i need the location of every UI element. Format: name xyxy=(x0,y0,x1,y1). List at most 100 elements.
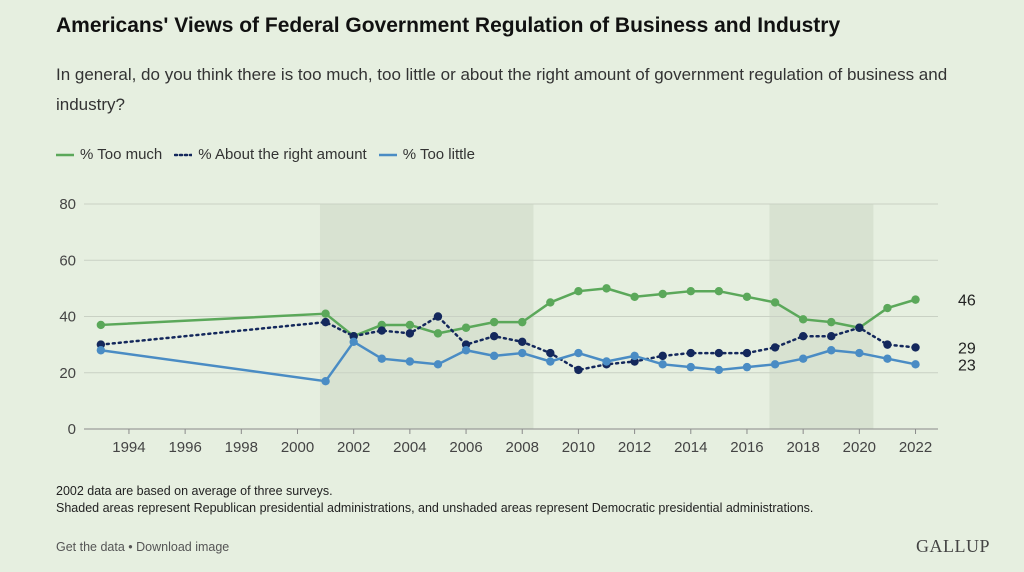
data-point-too-much-2016 xyxy=(742,292,752,302)
x-tick-label-2010: 2010 xyxy=(562,439,595,456)
data-point-too-little-1993 xyxy=(96,346,106,355)
data-point-about-the-right-amount-2005 xyxy=(433,312,443,321)
data-point-about-the-right-amount-2022 xyxy=(911,343,920,352)
data-point-too-little-2009 xyxy=(546,357,555,366)
data-point-about-the-right-amount-2015 xyxy=(714,348,724,358)
legend-item-too-much[interactable]: % Too much xyxy=(56,146,162,163)
data-point-too-little-2017 xyxy=(770,360,780,369)
download-image-link[interactable]: Download image xyxy=(136,540,230,554)
note-2002-data: 2002 data are based on average of three … xyxy=(56,484,333,498)
data-point-too-much-2001 xyxy=(321,309,330,318)
data-point-about-the-right-amount-2020 xyxy=(855,323,864,332)
chart-footer: Get the data • Download image xyxy=(56,540,229,554)
legend-swatch-about-right xyxy=(174,153,193,156)
x-tick-label-2014: 2014 xyxy=(674,439,707,456)
x-tick-label-2020: 2020 xyxy=(843,439,876,456)
data-point-too-little-2012 xyxy=(630,351,639,361)
data-point-too-little-2020 xyxy=(855,348,864,358)
data-point-about-the-right-amount-2001 xyxy=(321,317,330,327)
data-point-too-much-2008 xyxy=(518,317,527,327)
data-point-about-the-right-amount-2017 xyxy=(770,343,780,352)
data-point-about-the-right-amount-2014 xyxy=(686,348,695,358)
data-point-too-little-2022 xyxy=(911,360,920,369)
data-point-too-much-2017 xyxy=(770,298,780,307)
data-point-too-much-2015 xyxy=(714,286,724,296)
data-point-about-the-right-amount-2007 xyxy=(489,331,499,341)
y-tick-label-40: 40 xyxy=(59,309,76,326)
data-point-too-little-2013 xyxy=(658,360,667,369)
data-point-too-little-2010 xyxy=(574,348,583,358)
y-tick-label-0: 0 xyxy=(68,421,76,438)
data-point-too-little-2015 xyxy=(714,365,724,375)
data-point-too-little-2004 xyxy=(405,357,415,366)
data-point-too-little-2021 xyxy=(883,354,892,363)
footer-separator: • xyxy=(124,540,137,554)
chart-subtitle: In general, do you think there is too mu… xyxy=(56,65,948,114)
data-point-about-the-right-amount-2004 xyxy=(405,329,415,338)
data-point-too-little-2005 xyxy=(433,360,443,369)
x-tick-label-1998: 1998 xyxy=(225,439,258,456)
y-tick-label-20: 20 xyxy=(59,365,76,382)
data-point-too-much-2018 xyxy=(798,315,808,324)
x-tick-label-2018: 2018 xyxy=(786,439,819,456)
legend-label-too-much: % Too much xyxy=(80,146,163,163)
data-point-too-much-2011 xyxy=(602,284,611,293)
x-tick-label-2000: 2000 xyxy=(281,439,314,456)
x-tick-label-2006: 2006 xyxy=(449,439,482,456)
y-tick-label-60: 60 xyxy=(59,252,76,269)
data-point-too-much-2005 xyxy=(433,329,443,338)
end-label-too-little: 23 xyxy=(958,357,976,374)
data-point-too-much-2010 xyxy=(574,286,583,296)
legend-swatch-too-much xyxy=(56,153,74,156)
line-chart: 0 20 40 60 80 1994 1996 1998 2000 2002 2004 2006 200… xyxy=(59,196,976,456)
data-point-about-the-right-amount-2021 xyxy=(883,340,892,349)
data-point-too-much-2007 xyxy=(489,317,499,327)
data-point-too-much-1993 xyxy=(96,320,106,330)
data-point-too-much-2013 xyxy=(658,289,667,299)
data-point-too-little-2019 xyxy=(827,346,836,355)
chart-title: Americans' Views of Federal Government R… xyxy=(56,14,841,37)
data-point-too-little-2018 xyxy=(798,354,808,363)
note-shaded-areas: Shaded areas represent Republican presid… xyxy=(56,501,814,515)
get-data-link[interactable]: Get the data xyxy=(56,540,125,554)
chart-legend: % Too much % About the right amount % To… xyxy=(56,146,487,163)
chart-notes: 2002 data are based on average of three … xyxy=(56,483,813,517)
x-tick-label-2022: 2022 xyxy=(899,439,932,456)
data-point-too-much-2019 xyxy=(827,317,836,327)
data-point-about-the-right-amount-2019 xyxy=(827,331,836,341)
legend-label-about-right: % About the right amount xyxy=(198,146,367,163)
x-tick-label-1994: 1994 xyxy=(112,439,145,456)
data-point-too-little-2003 xyxy=(377,354,386,363)
data-point-too-much-2009 xyxy=(546,298,555,307)
data-point-too-much-2004 xyxy=(405,320,415,330)
legend-label-too-little: % Too little xyxy=(402,146,475,163)
x-tick-label-1996: 1996 xyxy=(168,439,201,456)
data-point-about-the-right-amount-2013 xyxy=(658,351,667,361)
data-point-about-the-right-amount-2009 xyxy=(546,348,555,358)
data-point-too-little-2001 xyxy=(321,376,330,386)
end-label-too-much: 46 xyxy=(958,293,976,310)
data-point-too-little-2014 xyxy=(686,362,695,372)
end-label-about-the-right-amount: 29 xyxy=(958,340,976,357)
x-tick-label-2002: 2002 xyxy=(337,439,370,456)
data-point-too-much-2022 xyxy=(911,295,920,304)
x-tick-label-2008: 2008 xyxy=(506,439,539,456)
data-point-too-much-2012 xyxy=(630,292,639,302)
legend-item-about-right[interactable]: % About the right amount xyxy=(174,146,367,163)
data-point-about-the-right-amount-2003 xyxy=(377,326,386,335)
x-tick-label-2004: 2004 xyxy=(393,439,426,456)
data-point-too-little-2011 xyxy=(602,357,611,366)
x-tick-label-2016: 2016 xyxy=(730,439,763,456)
legend-item-too-little[interactable]: % Too little xyxy=(378,146,475,163)
data-point-too-much-2006 xyxy=(461,323,471,332)
data-point-too-little-2002 xyxy=(349,337,358,347)
data-point-about-the-right-amount-2016 xyxy=(742,348,752,358)
data-point-too-much-2021 xyxy=(883,303,892,313)
data-point-about-the-right-amount-2018 xyxy=(798,331,808,341)
data-point-about-the-right-amount-2008 xyxy=(518,337,527,347)
data-point-too-little-2008 xyxy=(518,348,527,358)
legend-swatch-too-little xyxy=(378,153,397,156)
gallup-logo: GALLUP xyxy=(916,536,990,556)
data-point-too-little-2006 xyxy=(461,346,471,355)
data-point-too-much-2014 xyxy=(686,286,695,296)
